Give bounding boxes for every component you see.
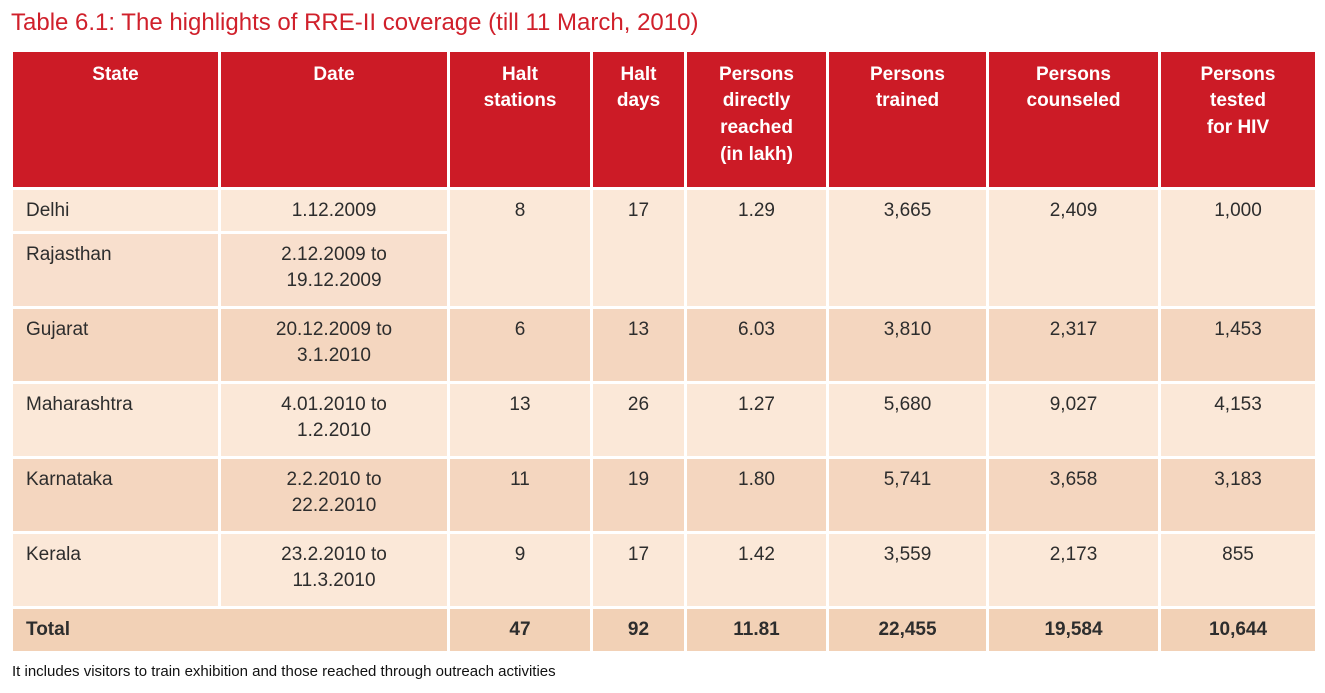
- cell-state: Delhi: [10, 186, 221, 235]
- cell-persons-tested: 10,644: [1158, 606, 1318, 655]
- cell-halt-stations: 6: [447, 306, 593, 385]
- column-header-persons-trained: Persons trained: [826, 48, 989, 190]
- cell-persons-counseled: 19,584: [986, 606, 1161, 655]
- cell-halt-stations: 8: [447, 186, 593, 310]
- cell-persons-tested: 4,153: [1158, 381, 1318, 460]
- cell-halt-stations: 13: [447, 381, 593, 460]
- cell-state: Kerala: [10, 531, 221, 610]
- cell-state: Rajasthan: [10, 231, 221, 310]
- cell-halt-stations: 9: [447, 531, 593, 610]
- column-header-persons-directly-reached: Persons directly reached (in lakh): [684, 48, 829, 190]
- table-row-maharashtra: Maharashtra 4.01.2010 to 1.2.2010 13 26 …: [10, 381, 1318, 460]
- cell-persons-counseled: 2,317: [986, 306, 1161, 385]
- cell-persons-tested: 1,000: [1158, 186, 1318, 310]
- coverage-table: State Date Halt stations Halt days Perso…: [10, 48, 1318, 655]
- table-row-kerala: Kerala 23.2.2010 to 11.3.2010 9 17 1.42 …: [10, 531, 1318, 610]
- cell-halt-stations: 47: [447, 606, 593, 655]
- cell-date: 2.12.2009 to 19.12.2009: [218, 231, 450, 310]
- column-header-persons-tested-hiv: Persons tested for HIV: [1158, 48, 1318, 190]
- column-header-date: Date: [218, 48, 450, 190]
- table-row-delhi: Delhi 1.12.2009 8 17 1.29 3,665 2,409 1,…: [10, 186, 1318, 310]
- cell-halt-stations: 11: [447, 456, 593, 535]
- cell-date: 4.01.2010 to 1.2.2010: [218, 381, 450, 460]
- cell-halt-days: 19: [590, 456, 687, 535]
- cell-persons-reached: 1.27: [684, 381, 829, 460]
- cell-persons-trained: 5,680: [826, 381, 989, 460]
- table-row-total: Total 47 92 11.81 22,455 19,584 10,644: [10, 606, 1318, 655]
- cell-persons-counseled: 2,409: [986, 186, 1161, 310]
- header-row: State Date Halt stations Halt days Perso…: [10, 48, 1318, 190]
- cell-persons-counseled: 3,658: [986, 456, 1161, 535]
- cell-date: 2.2.2010 to 22.2.2010: [218, 456, 450, 535]
- cell-persons-trained: 3,810: [826, 306, 989, 385]
- column-header-halt-days: Halt days: [590, 48, 687, 190]
- cell-persons-trained: 3,559: [826, 531, 989, 610]
- table-title: Table 6.1: The highlights of RRE-II cove…: [11, 9, 699, 36]
- cell-halt-days: 26: [590, 381, 687, 460]
- table-row-gujarat: Gujarat 20.12.2009 to 3.1.2010 6 13 6.03…: [10, 306, 1318, 385]
- cell-persons-reached: 1.80: [684, 456, 829, 535]
- cell-persons-tested: 855: [1158, 531, 1318, 610]
- cell-persons-trained: 5,741: [826, 456, 989, 535]
- column-header-halt-stations: Halt stations: [447, 48, 593, 190]
- table-row-rajasthan: Rajasthan 2.12.2009 to 19.12.2009: [10, 231, 1317, 310]
- table-footnote: It includes visitors to train exhibition…: [12, 663, 556, 681]
- cell-persons-reached: 1.29: [684, 186, 829, 310]
- cell-persons-trained: 22,455: [826, 606, 989, 655]
- cell-persons-tested: 3,183: [1158, 456, 1318, 535]
- cell-state: Maharashtra: [10, 381, 221, 460]
- cell-persons-trained: 3,665: [826, 186, 989, 310]
- cell-persons-reached: 1.42: [684, 531, 829, 610]
- cell-total-label: Total: [10, 606, 450, 655]
- table-row-karnataka: Karnataka 2.2.2010 to 22.2.2010 11 19 1.…: [10, 456, 1318, 535]
- cell-state: Gujarat: [10, 306, 221, 385]
- cell-halt-days: 17: [590, 531, 687, 610]
- cell-date: 1.12.2009: [218, 186, 450, 235]
- column-header-state: State: [10, 48, 221, 190]
- cell-persons-reached: 11.81: [684, 606, 829, 655]
- cell-halt-days: 92: [590, 606, 687, 655]
- cell-persons-tested: 1,453: [1158, 306, 1318, 385]
- cell-date: 20.12.2009 to 3.1.2010: [218, 306, 450, 385]
- cell-persons-counseled: 9,027: [986, 381, 1161, 460]
- column-header-persons-counseled: Persons counseled: [986, 48, 1161, 190]
- cell-state: Karnataka: [10, 456, 221, 535]
- cell-halt-days: 17: [590, 186, 687, 310]
- cell-persons-counseled: 2,173: [986, 531, 1161, 610]
- cell-halt-days: 13: [590, 306, 687, 385]
- cell-persons-reached: 6.03: [684, 306, 829, 385]
- cell-date: 23.2.2010 to 11.3.2010: [218, 531, 450, 610]
